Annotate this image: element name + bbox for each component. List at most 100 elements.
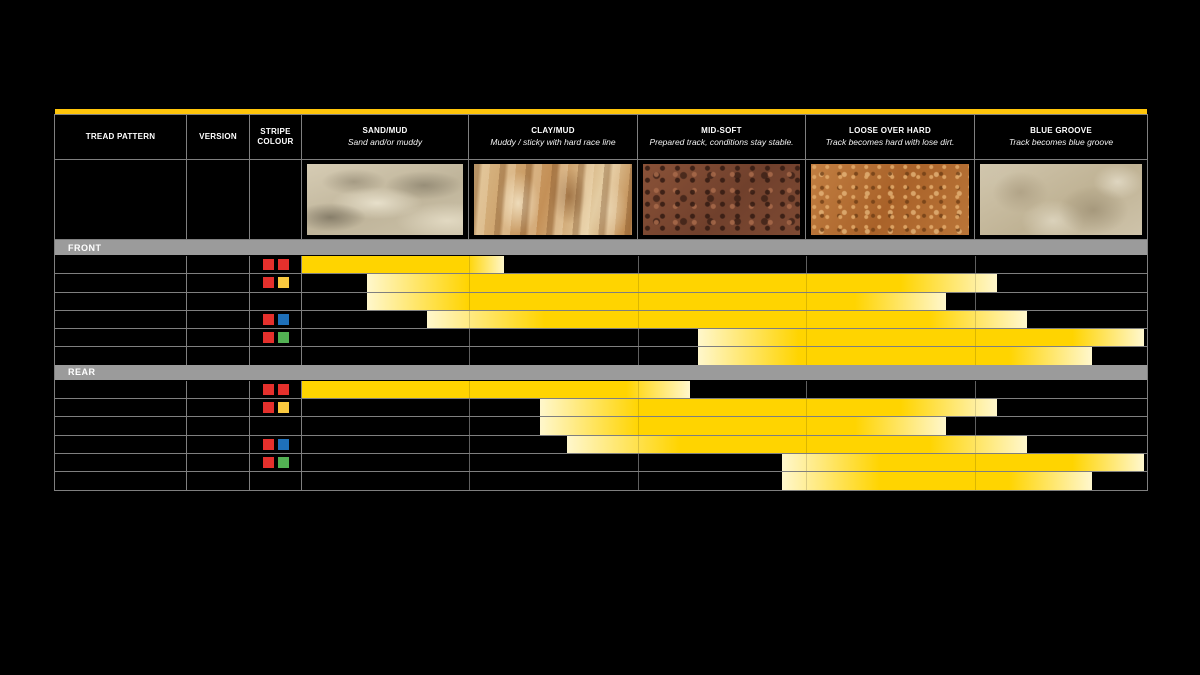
column-divider-overlay [638, 347, 639, 365]
tyre-row [55, 471, 1147, 490]
tread-pattern-cell [55, 329, 187, 347]
column-subtitle: Prepared track, conditions stay stable. [649, 137, 794, 148]
column-divider-overlay [806, 347, 807, 365]
column-divider [469, 435, 470, 453]
tyre-chart-table: TREAD PATTERN VERSION STRIPE COLOUR SAND… [54, 114, 1148, 491]
column-divider-overlay [975, 435, 976, 453]
rear-rows [55, 380, 1147, 490]
column-divider-overlay [806, 472, 807, 490]
tyre-row [55, 346, 1147, 365]
tyre-row [55, 380, 1147, 399]
column-divider-overlay [975, 274, 976, 292]
stripe-colour-cell [250, 399, 302, 417]
column-divider [469, 453, 470, 472]
sand-mud-terrain-image [307, 164, 463, 235]
tyre-row [55, 328, 1147, 347]
tread-pattern-cell [55, 292, 187, 310]
column-subtitle: Track becomes hard with lose dirt. [825, 137, 955, 148]
front-rows [55, 255, 1147, 365]
column-divider-overlay [469, 417, 470, 435]
section-label: FRONT [68, 242, 102, 253]
stripe-colour-cell [250, 435, 302, 453]
column-divider-overlay [975, 347, 976, 365]
column-divider-overlay [806, 435, 807, 453]
suitability-range-bar [302, 380, 691, 399]
stripe-colour-cell [250, 292, 302, 310]
stripe-colour-cell [250, 256, 302, 274]
terrain-bar-zone [302, 256, 1147, 274]
tread-pattern-cell [55, 472, 187, 490]
column-divider-overlay [975, 310, 976, 329]
stripe-swatch-red-icon [262, 332, 274, 344]
suitability-range-bar [698, 329, 1144, 347]
column-divider-overlay [638, 453, 639, 472]
column-divider-overlay [638, 329, 639, 347]
stripe-swatch-red-icon [262, 259, 274, 271]
stripe-swatch-blue-icon [277, 438, 289, 450]
terrain-bar-zone [302, 274, 1147, 292]
version-cell [187, 399, 250, 417]
column-divider-overlay [638, 380, 639, 399]
column-title: SAND/MUD [362, 126, 408, 136]
stripe-colour-cell [250, 329, 302, 347]
column-divider [638, 347, 639, 365]
column-divider-overlay [469, 292, 470, 310]
column-divider [975, 417, 976, 435]
column-divider-overlay [975, 399, 976, 417]
suitability-range-bar [782, 453, 1144, 472]
stripe-swatch-red-icon [262, 314, 274, 326]
suitability-range-bar [539, 399, 998, 417]
stripe-swatch-yellow-icon [277, 277, 289, 289]
column-divider-overlay [975, 380, 976, 399]
empty-cell [55, 160, 187, 239]
section-front: FRONT [55, 240, 1147, 365]
column-divider-overlay [469, 472, 470, 490]
version-cell [187, 256, 250, 274]
stripe-colour-cell [250, 347, 302, 365]
section-rear: REAR [55, 364, 1147, 490]
header-tread-pattern: TREAD PATTERN [55, 115, 187, 159]
column-divider [469, 472, 470, 490]
stripe-colour-cell [250, 310, 302, 329]
column-divider-overlay [975, 329, 976, 347]
column-subtitle: Track becomes blue groove [1008, 137, 1114, 148]
tyre-row [55, 452, 1147, 472]
column-divider [975, 292, 976, 310]
header-clay-mud: CLAY/MUD Muddy / sticky with hard race l… [469, 115, 638, 159]
column-divider-overlay [469, 329, 470, 347]
column-divider-overlay [638, 256, 639, 274]
version-cell [187, 329, 250, 347]
column-title: LOOSE OVER HARD [849, 126, 931, 136]
rear-section-header: REAR [55, 364, 1147, 380]
version-cell [187, 292, 250, 310]
stripe-swatch-yellow-icon [277, 402, 289, 414]
tread-pattern-cell [55, 380, 187, 399]
column-divider [638, 453, 639, 472]
suitability-range-bar [567, 435, 1027, 453]
suitability-range-bar [698, 347, 1092, 365]
version-cell [187, 472, 250, 490]
column-divider-overlay [806, 417, 807, 435]
stripe-swatch-red-icon [262, 438, 274, 450]
loose-over-hard-terrain-image [811, 164, 969, 235]
terrain-bar-zone [302, 292, 1147, 310]
column-title: CLAY/MUD [531, 126, 575, 136]
column-title: MID-SOFT [701, 126, 742, 136]
terrain-bar-zone [302, 417, 1147, 435]
column-divider-overlay [975, 453, 976, 472]
column-divider-overlay [638, 274, 639, 292]
column-divider-overlay [469, 274, 470, 292]
stripe-swatch-red-icon [262, 277, 274, 289]
stripe-colour-cell [250, 380, 302, 399]
tyre-row [55, 434, 1147, 453]
terrain-bar-zone [302, 453, 1147, 472]
column-divider-overlay [469, 453, 470, 472]
stripe-colour-cell [250, 453, 302, 472]
column-title: BLUE GROOVE [1030, 126, 1092, 136]
column-divider [469, 347, 470, 365]
header-loose-over-hard: LOOSE OVER HARD Track becomes hard with … [806, 115, 975, 159]
suitability-range-bar [539, 417, 947, 435]
column-divider [469, 329, 470, 347]
column-divider-overlay [806, 399, 807, 417]
terrain-image-row [55, 160, 1147, 240]
